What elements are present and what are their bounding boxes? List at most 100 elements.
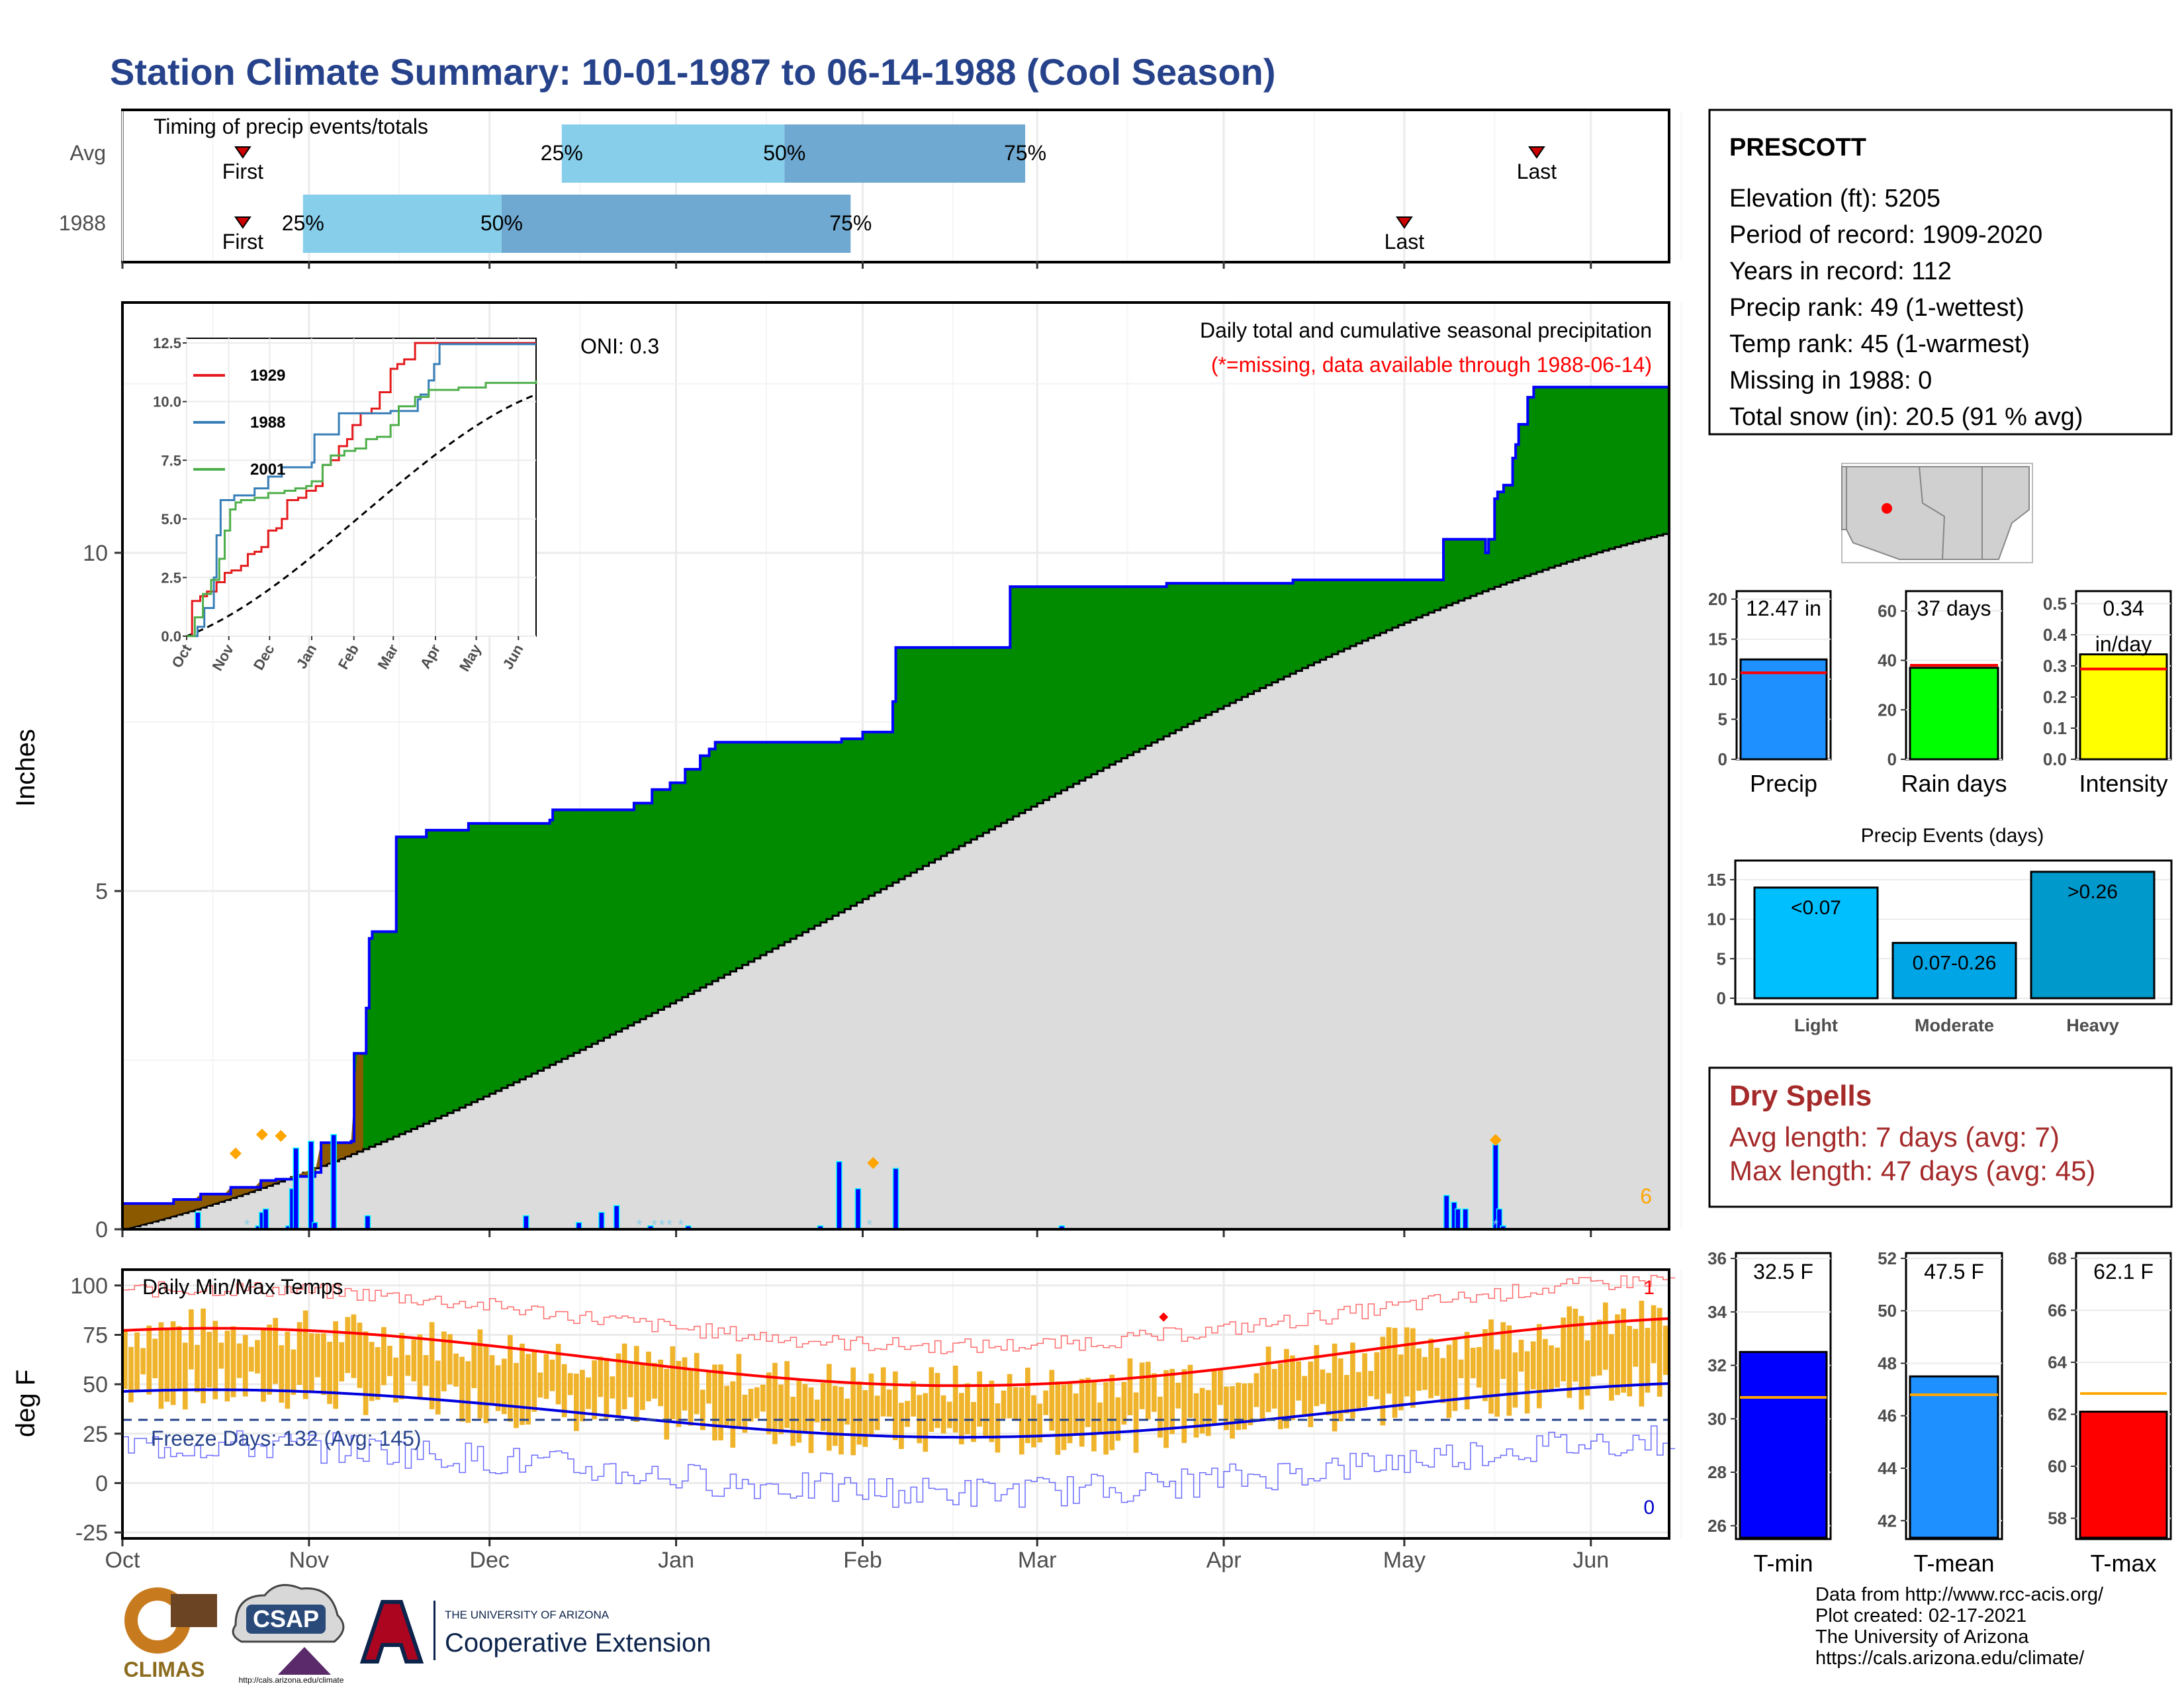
daily-temp-bar	[1332, 1343, 1338, 1432]
timing-bar-50-75-Avg	[784, 124, 1026, 183]
temp-summary-tick-label: 36	[1707, 1248, 1727, 1268]
daily-temp-bar	[381, 1327, 387, 1385]
summary-tick-label: 0.3	[2043, 656, 2067, 676]
daily-temp-bar	[820, 1382, 826, 1431]
temp-summary-tick-label: 62	[2048, 1404, 2067, 1424]
daily-temp-bar	[923, 1393, 929, 1452]
daily-temp-bar	[1543, 1338, 1548, 1393]
record-high-line	[122, 1275, 1676, 1354]
events-tick-label: 15	[1707, 870, 1726, 890]
timing-first-label: First	[222, 230, 263, 254]
daily-temp-bar	[1549, 1345, 1554, 1391]
daily-temp-bar	[958, 1393, 964, 1444]
daily-temp-bar	[1067, 1383, 1073, 1444]
inset-y-tick: 0.0	[161, 628, 181, 645]
daily-temp-bar	[1374, 1352, 1380, 1399]
summary-tick-label: 0	[1718, 749, 1727, 769]
inset-y-tick: 12.5	[153, 335, 181, 352]
timing-p75-label: 75%	[829, 211, 872, 235]
daily-temp-bar	[977, 1371, 982, 1427]
daily-temp-bar	[1500, 1322, 1506, 1380]
temp-summary-tick-label: 26	[1707, 1516, 1727, 1536]
temp-summary-tick-label: 34	[1707, 1302, 1727, 1322]
daily-temp-bar	[1368, 1371, 1374, 1397]
cumulative-1988-line	[122, 385, 1669, 1205]
daily-temp-bar	[965, 1383, 970, 1434]
daily-temp-bar	[940, 1395, 946, 1434]
daily-temp-bar	[1362, 1353, 1367, 1407]
timing-last-marker	[1395, 216, 1413, 229]
daily-temp-bar	[339, 1342, 345, 1382]
oni-label: ONI: 0.3	[580, 334, 659, 358]
timing-row-label-avg: Avg	[69, 141, 106, 165]
daily-temp-bar	[1488, 1319, 1494, 1414]
daily-temp-bar	[1561, 1317, 1567, 1382]
daily-temp-bar	[814, 1399, 820, 1423]
daily-temp-bar	[598, 1356, 604, 1397]
daily-temp-bar	[1043, 1390, 1049, 1415]
daily-temp-bar	[1055, 1382, 1061, 1455]
daily-temp-bar	[1452, 1338, 1458, 1411]
missing-data-marker: *	[866, 1217, 872, 1233]
record-high-marker	[1159, 1312, 1169, 1322]
daily-temp-bar	[844, 1398, 850, 1425]
daily-temp-bar	[561, 1364, 567, 1417]
events-tick-label: 5	[1717, 949, 1726, 968]
daily-temp-bar	[170, 1321, 176, 1405]
daily-temp-bar	[1428, 1338, 1433, 1399]
daily-temp-bar	[1416, 1348, 1422, 1391]
daily-temp-bar	[868, 1373, 874, 1436]
temp-summary-tick-label: 30	[1707, 1409, 1727, 1429]
daily-temp-bar	[1169, 1368, 1175, 1434]
record-precip-marker	[867, 1156, 880, 1169]
daily-temp-bar	[1392, 1328, 1398, 1418]
temp-summary-tick-label: 64	[2048, 1352, 2067, 1372]
daily-temp-bar	[273, 1317, 279, 1384]
daily-temp-bar	[1230, 1386, 1235, 1439]
station-info-line: Period of record: 1909-2020	[1729, 221, 2042, 249]
temp-summary-bar-t-mean	[1909, 1375, 1999, 1539]
daily-temp-bar	[580, 1370, 585, 1422]
climas-logo-text: CLIMAS	[124, 1658, 205, 1681]
daily-temp-bar	[1109, 1374, 1115, 1450]
temp-summary-value-label: 32.5 F	[1753, 1260, 1813, 1284]
summary-tick-label: 60	[1878, 601, 1897, 621]
daily-temp-bar	[1025, 1368, 1030, 1444]
daily-temp-bar	[302, 1310, 308, 1399]
daily-temp-bar	[507, 1335, 513, 1422]
temp-summary-value-label: 47.5 F	[1924, 1260, 1984, 1284]
daily-temp-bar	[1440, 1358, 1446, 1403]
daily-temp-bar	[1464, 1332, 1470, 1410]
summary-bar-precip	[1739, 658, 1828, 761]
daily-temp-bar	[1163, 1370, 1169, 1448]
daily-temp-bar	[880, 1367, 886, 1417]
timing-bar-25-50-1988	[302, 195, 502, 253]
daily-temp-bar	[1145, 1362, 1151, 1420]
daily-temp-bar	[1567, 1306, 1572, 1398]
temperature-bar-charts: 26 28 30 32 34 36 32.5 F T-min 42 44 46 48 50 52 47.5 …	[1707, 1248, 2172, 1577]
university-of-arizona-logo: THE UNIVERSITY OF ARIZONA Cooperative Ex…	[359, 1600, 711, 1664]
daily-temp-bar	[248, 1346, 254, 1372]
temp-y-tick-label: 0	[95, 1471, 108, 1496]
daily-temp-bar	[796, 1380, 802, 1443]
credit-line: Plot created: 02-17-2021	[1815, 1605, 2026, 1626]
daily-temp-bar	[1458, 1359, 1464, 1379]
daily-temp-bar	[736, 1354, 742, 1427]
daily-temp-bar	[1049, 1370, 1055, 1431]
dry-spells-avg: Avg length: 7 days (avg: 7)	[1729, 1121, 2060, 1152]
daily-temp-bar	[1536, 1324, 1542, 1409]
daily-temp-bar	[700, 1389, 705, 1430]
inset-line-1988	[187, 343, 536, 637]
daily-temp-bar	[1271, 1369, 1277, 1409]
timing-last-label: Last	[1517, 160, 1557, 183]
daily-temp-bar	[236, 1343, 242, 1378]
normal-max-line	[122, 1317, 1670, 1387]
temp-summary-tick-label: 48	[1878, 1353, 1897, 1373]
timing-p25-label: 25%	[282, 211, 324, 235]
daily-temp-bar	[1627, 1325, 1633, 1397]
daily-temp-bar	[230, 1326, 236, 1397]
daily-temp-bar	[1193, 1393, 1199, 1438]
daily-temp-bar	[1578, 1315, 1584, 1410]
missing-data-marker: *	[666, 1217, 672, 1233]
